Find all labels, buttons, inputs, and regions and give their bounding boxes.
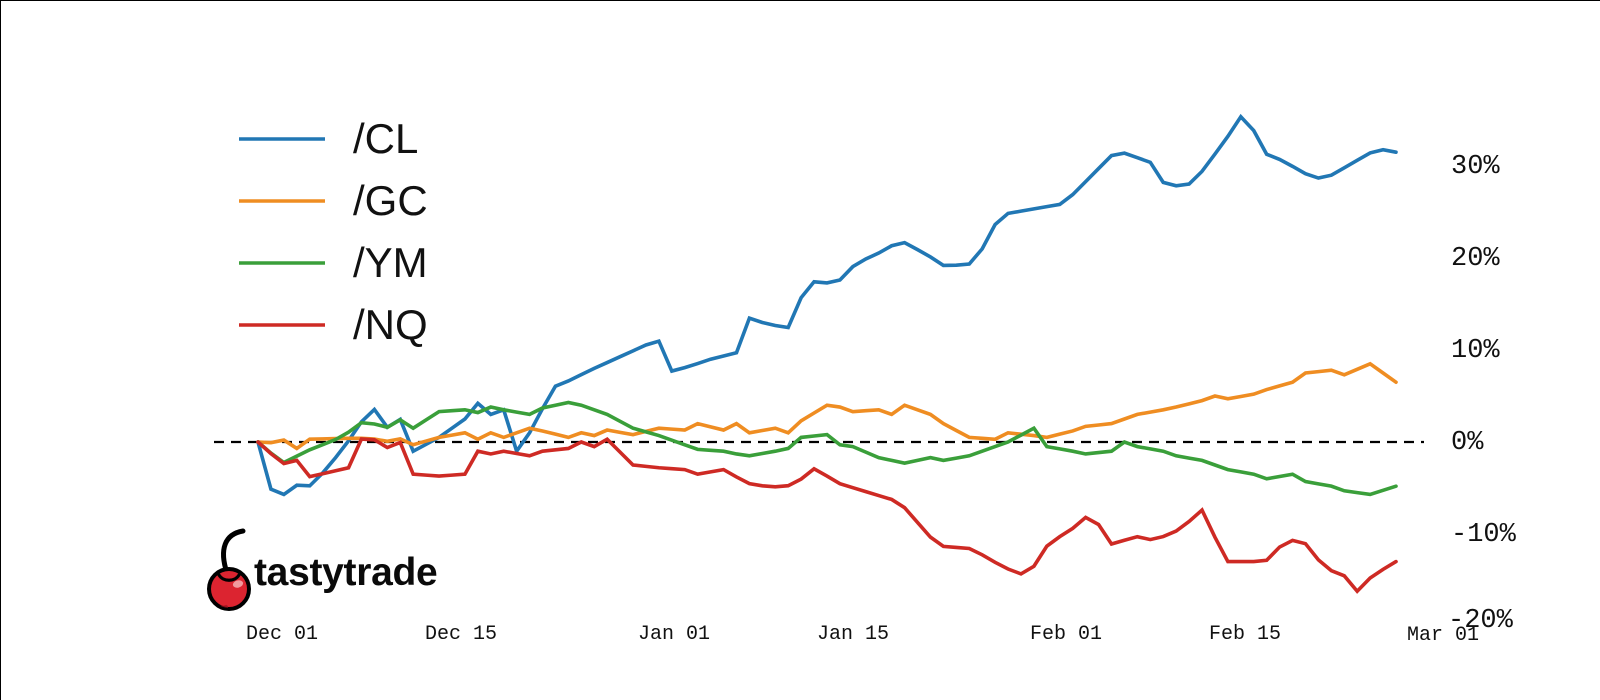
- svg-text:Dec 01: Dec 01: [246, 623, 318, 646]
- svg-text:/CL: /CL: [353, 115, 418, 162]
- svg-text:/YM: /YM: [353, 239, 428, 286]
- svg-text:/NQ: /NQ: [353, 301, 428, 348]
- svg-text:20%: 20%: [1451, 244, 1500, 274]
- svg-text:30%: 30%: [1451, 152, 1500, 182]
- svg-text:10%: 10%: [1451, 336, 1500, 366]
- svg-text:Feb 01: Feb 01: [1030, 623, 1102, 646]
- svg-text:/GC: /GC: [353, 177, 428, 224]
- svg-text:Jan 01: Jan 01: [638, 623, 710, 646]
- svg-text:-10%: -10%: [1451, 520, 1517, 550]
- svg-text:tastytrade: tastytrade: [254, 551, 437, 594]
- svg-text:Dec 15: Dec 15: [425, 623, 497, 646]
- svg-text:0%: 0%: [1451, 428, 1484, 458]
- svg-text:Mar 01: Mar 01: [1407, 624, 1479, 647]
- svg-text:Jan 15: Jan 15: [817, 623, 889, 646]
- svg-text:Feb 15: Feb 15: [1209, 623, 1281, 646]
